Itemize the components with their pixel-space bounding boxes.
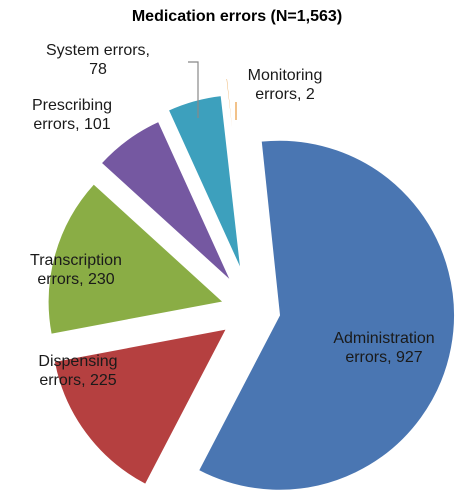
data-label-transcription: Transcription errors, 230 — [30, 252, 122, 288]
pie-slice-monitoring — [225, 77, 247, 253]
data-label-monitoring: Monitoring errors, 2 — [248, 67, 323, 103]
data-label-prescribing: Prescribing errors, 101 — [32, 97, 112, 133]
pie-slice-system — [167, 95, 242, 270]
pie-slice-prescribing — [100, 120, 232, 282]
pie-slice-administration — [197, 139, 456, 490]
data-label-system: System errors, 78 — [46, 42, 150, 78]
leader-line-system — [188, 61, 199, 118]
chart-title: Medication errors (N=1,563) — [131, 8, 343, 25]
pie-slice-dispensing — [53, 328, 228, 485]
data-label-administration: Administration errors, 927 — [333, 330, 434, 366]
pie-slice-transcription — [47, 183, 225, 335]
data-label-dispensing: Dispensing errors, 225 — [38, 353, 117, 389]
